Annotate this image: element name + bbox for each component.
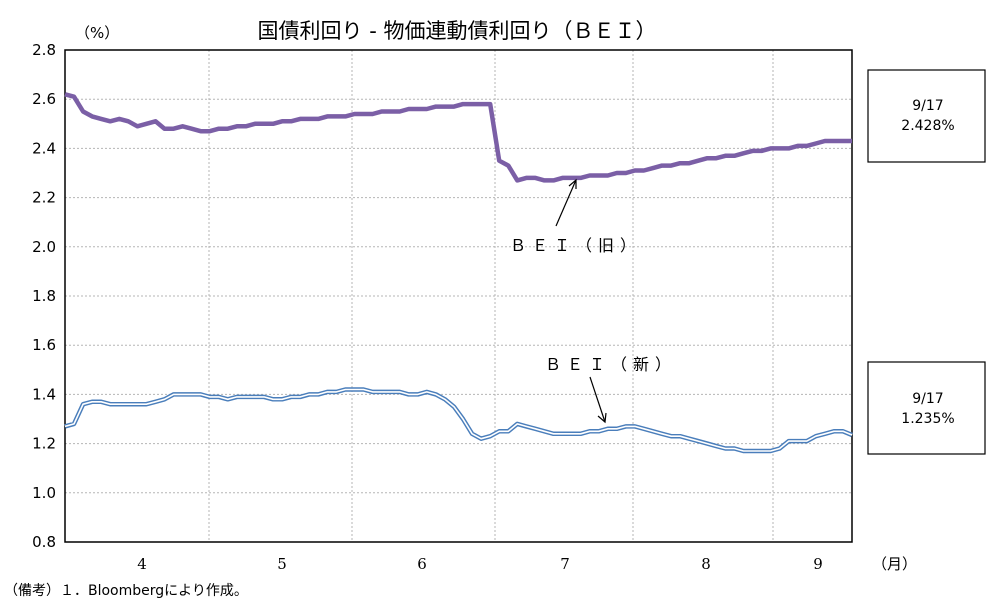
callout-box-old — [867, 69, 986, 163]
x-tick-label: 7 — [560, 555, 570, 573]
x-tick-label: 6 — [417, 555, 427, 573]
y-tick-label: 1.4 — [32, 385, 56, 403]
annotation-label-new: ＢＥＩ（新） — [545, 355, 677, 374]
x-tick-label: 8 — [701, 555, 711, 573]
y-tick-label: 1.6 — [32, 336, 56, 354]
series-line-bei-old — [64, 92, 852, 183]
y-axis: 2.8 2.6 2.4 2.2 2.0 1.8 1.6 1.4 1.2 1.0 0.8 — [32, 41, 56, 551]
y-tick-label: 2.6 — [32, 90, 56, 108]
gridlines — [65, 50, 852, 542]
y-tick-label: 2.8 — [32, 41, 56, 59]
annotation-label-old: ＢＥＩ（旧） — [510, 236, 642, 255]
callout-value-old: 2.428% — [901, 118, 954, 134]
y-unit-label: （%） — [75, 24, 119, 42]
series-line-bei-new — [64, 387, 853, 454]
y-tick-label: 0.8 — [32, 533, 56, 551]
annotation-arrowhead-new — [597, 412, 607, 424]
x-tick-label: 9 — [813, 555, 823, 573]
series-group — [64, 92, 853, 454]
series-line-bei-new-inner — [64, 388, 853, 452]
chart-title: 国債利回り - 物価連動債利回り（ＢＥＩ） — [258, 19, 657, 43]
annotation-arrow-old — [555, 179, 577, 227]
callout-date-old: 9/17 — [912, 98, 943, 114]
annotation-arrowhead-old — [568, 178, 577, 189]
callout-date-new: 9/17 — [912, 391, 943, 407]
x-axis: 4 5 6 7 8 9 — [137, 555, 823, 573]
x-tick-label: 4 — [137, 555, 147, 573]
y-tick-label: 1.8 — [32, 287, 56, 305]
callout-box-new — [867, 361, 986, 455]
annotation-arrow-new — [589, 376, 606, 423]
plot-area — [64, 49, 853, 543]
callout-value-new: 1.235% — [901, 411, 954, 427]
x-tick-label: 5 — [277, 555, 287, 573]
x-unit-label: （月） — [872, 555, 917, 573]
footnote: （備考）１．Bloombergにより作成。 — [4, 583, 248, 599]
y-tick-label: 2.4 — [32, 139, 56, 157]
y-tick-label: 2.2 — [32, 189, 56, 207]
y-tick-label: 1.0 — [32, 484, 56, 502]
y-tick-label: 1.2 — [32, 435, 56, 453]
y-tick-label: 2.0 — [32, 238, 56, 256]
